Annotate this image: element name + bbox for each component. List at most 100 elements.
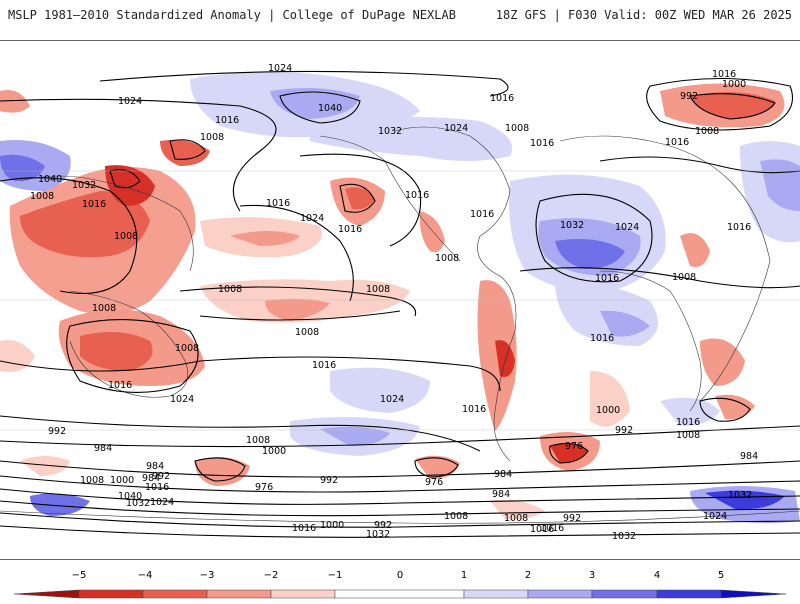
- colorbar-tick: 5: [718, 570, 724, 581]
- model-run-info: 18Z GFS | F030 Valid: 00Z WED MAR 26 202…: [495, 8, 792, 22]
- swatch-neg1: [270, 589, 336, 599]
- swatch-neg5: [13, 589, 80, 599]
- colorbar-tick: −4: [138, 570, 153, 581]
- isobar-label: 1008: [175, 343, 199, 354]
- isobar-label: 1016: [727, 222, 751, 233]
- colorbar-swatches: [13, 589, 787, 599]
- colorbar-tick: 1: [461, 570, 467, 581]
- swatch-neg4: [78, 589, 144, 599]
- isobar-label: 1008: [218, 284, 242, 295]
- anomaly-colorbar: −5 −4 −3 −2 −1 0 1 2 3 4 5: [0, 568, 800, 600]
- isobar-label: 1016: [312, 360, 336, 371]
- isobar-label: 1016: [470, 209, 494, 220]
- isobar-label: 1008: [504, 513, 528, 524]
- isobar-label: 1016: [712, 69, 736, 80]
- isobar-label: 1008: [246, 435, 270, 446]
- swatch-pos5: [720, 589, 787, 599]
- isobar-label: 992: [374, 520, 392, 531]
- isobar-label: 1016: [82, 199, 106, 210]
- isobar-label: 1008: [92, 303, 116, 314]
- isobar-label: 1008: [30, 191, 54, 202]
- isobar-label: 1016: [676, 417, 700, 428]
- swatch-pos3: [591, 589, 658, 599]
- isobar-label: 1032: [126, 498, 150, 509]
- isobar-label: 992: [680, 91, 698, 102]
- isobar-label: 1040: [318, 103, 342, 114]
- isobar-label: 1024: [380, 394, 404, 405]
- colorbar-ticks: −5 −4 −3 −2 −1 0 1 2 3 4 5: [72, 570, 725, 581]
- isobar-label: 1016: [490, 93, 514, 104]
- isobar-label: 976: [425, 477, 443, 488]
- swatch-neg3: [142, 589, 208, 599]
- isobar-label: 1024: [268, 63, 292, 74]
- isobar-label: 1016: [292, 523, 316, 534]
- colorbar-tick: −1: [328, 570, 343, 581]
- isobar-label: 1008: [114, 231, 138, 242]
- isobar-label: 984: [94, 443, 112, 454]
- isobar-label: 992: [615, 425, 633, 436]
- isobar-label: 1016: [266, 198, 290, 209]
- isobar-label: 1032: [560, 220, 584, 231]
- isobar-label: 1008: [435, 253, 459, 264]
- isobar-label: 1032: [728, 490, 752, 501]
- isobar-label: 976: [565, 441, 583, 452]
- isobar-label: 1024: [300, 213, 324, 224]
- isobar-label: 1008: [672, 272, 696, 283]
- header-bar: MSLP 1981–2010 Standardized Anomaly | Co…: [0, 0, 800, 40]
- colorbar-tick: 2: [525, 570, 531, 581]
- isobar-label: 1000: [722, 79, 746, 90]
- isobar-label: 1008: [444, 511, 468, 522]
- isobar-label: 1032: [72, 180, 96, 191]
- isobar-label: 1016: [595, 273, 619, 284]
- swatch-pos2: [527, 589, 593, 599]
- isobar-label: 1008: [200, 132, 224, 143]
- isobar-label: 976: [255, 482, 273, 493]
- isobar-label: 1016: [530, 138, 554, 149]
- isobar-label: 1016: [530, 524, 554, 535]
- map-title: MSLP 1981–2010 Standardized Anomaly | Co…: [8, 8, 456, 22]
- isobar-label: 1016: [108, 380, 132, 391]
- isobar-contours: [0, 70, 800, 538]
- isobar-label: 1016: [145, 482, 169, 493]
- isobar-label: 984: [494, 469, 512, 480]
- map-gridlines: [0, 170, 800, 431]
- isobar-label: 992: [320, 475, 338, 486]
- swatch-zero: [334, 589, 465, 599]
- isobar-label: 1008: [695, 126, 719, 137]
- isobar-label: 1024: [170, 394, 194, 405]
- isobar-label: 992: [48, 426, 66, 437]
- isobar-label: 1016: [405, 190, 429, 201]
- isobar-label: 1024: [615, 222, 639, 233]
- map-canvas: 1024 1024 1040 1032 1016 1016 1024 1008 …: [0, 63, 800, 542]
- isobar-label: 984: [142, 473, 160, 484]
- isobar-label: 984: [492, 489, 510, 500]
- colorbar-tick: 4: [654, 570, 660, 581]
- isobar-label: 1000: [320, 520, 344, 531]
- isobar-label: 1000: [596, 405, 620, 416]
- isobar-label: 992: [563, 513, 581, 524]
- isobar-label: 1016: [338, 224, 362, 235]
- isobar-label: 1040: [38, 174, 62, 185]
- colorbar-tick: 3: [589, 570, 595, 581]
- isobar-label: 1008: [366, 284, 390, 295]
- isobar-label: 1032: [366, 529, 390, 540]
- isobar-label: 1008: [505, 123, 529, 134]
- isobar-label: 984: [146, 461, 164, 472]
- isobar-label: 1000: [110, 475, 134, 486]
- isobar-label: 1032: [378, 126, 402, 137]
- isobar-label: 1024: [703, 511, 727, 522]
- swatch-neg2: [206, 589, 272, 599]
- isobar-label: 1008: [676, 430, 700, 441]
- isobar-label: 1016: [462, 404, 486, 415]
- colorbar-tick: −3: [200, 570, 215, 581]
- isobar-label: 1008: [80, 475, 104, 486]
- isobar-label: 1016: [590, 333, 614, 344]
- isobar-label: 1016: [215, 115, 239, 126]
- isobar-label: 1000: [262, 446, 286, 457]
- isobar-label: 1024: [444, 123, 468, 134]
- swatch-pos1: [463, 589, 529, 599]
- isobar-label: 1040: [118, 491, 142, 502]
- colorbar-tick: 0: [397, 570, 403, 581]
- swatch-pos4: [656, 589, 722, 599]
- isobar-label: 1016: [540, 523, 564, 534]
